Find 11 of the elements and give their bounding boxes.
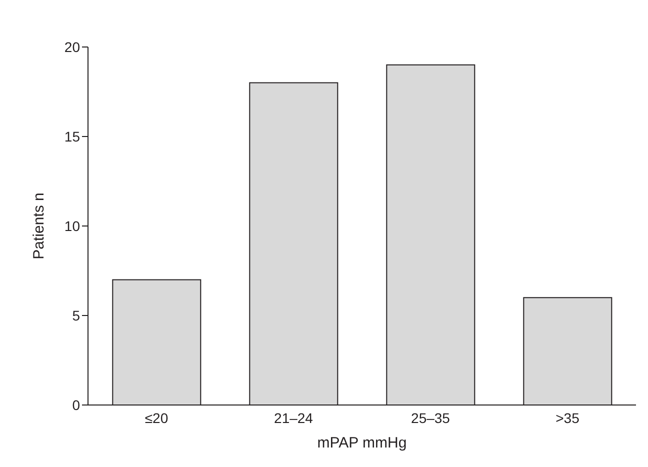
x-tick-label: 25–35 <box>411 410 450 426</box>
x-tick-label: >35 <box>556 410 580 426</box>
y-tick-label: 20 <box>64 38 80 55</box>
y-tick-label: 5 <box>72 307 80 324</box>
x-tick-label: 21–24 <box>274 410 314 426</box>
y-axis-title: Patients n <box>30 192 48 260</box>
y-tick-label: 15 <box>64 128 80 144</box>
x-tick-label: ≤20 <box>144 410 168 426</box>
y-tick-label: 0 <box>72 396 80 413</box>
x-axis-title: mPAP mmHg <box>317 434 407 452</box>
y-tick-label: 10 <box>64 218 80 234</box>
